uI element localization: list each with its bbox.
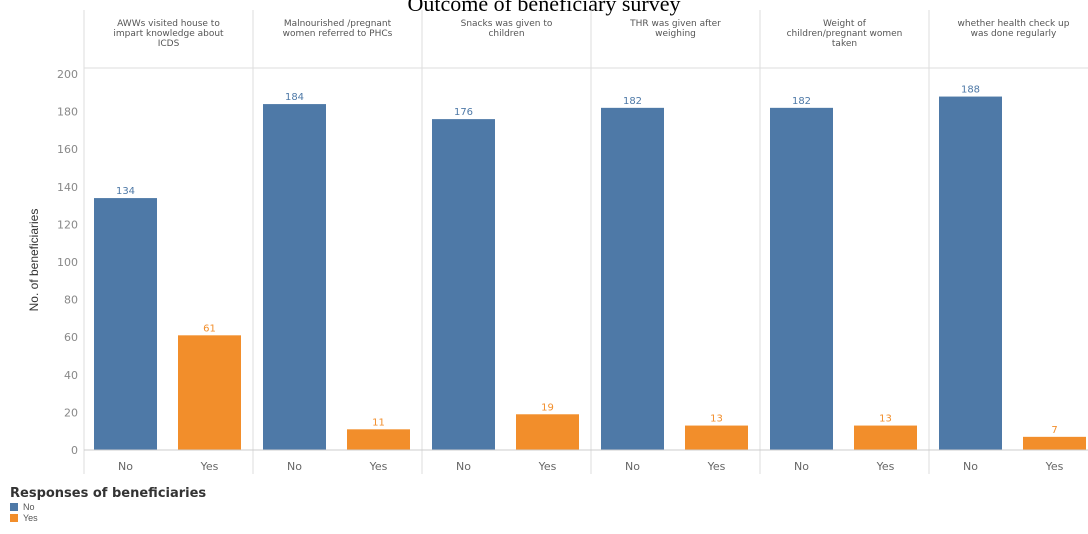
bar-yes bbox=[685, 425, 748, 450]
data-label: 182 bbox=[623, 96, 642, 107]
y-tick-label: 140 bbox=[57, 181, 78, 194]
x-tick-label: Yes bbox=[369, 460, 388, 473]
legend-swatch-no bbox=[10, 502, 18, 511]
legend-title: Responses of beneficiaries bbox=[10, 486, 207, 501]
data-label: 11 bbox=[372, 417, 385, 428]
bar-no bbox=[939, 96, 1002, 450]
y-tick-label: 200 bbox=[57, 68, 78, 81]
panel-header: THR was given after weighing bbox=[629, 19, 721, 39]
data-label: 182 bbox=[792, 96, 811, 107]
bar-no bbox=[770, 107, 833, 450]
data-label: 13 bbox=[710, 414, 723, 425]
panel-header: whether health check up was done regularl… bbox=[958, 19, 1070, 39]
panel-header: Malnourished /pregnant women referred to … bbox=[283, 19, 393, 39]
data-label: 7 bbox=[1051, 425, 1057, 436]
legend-item-no: No bbox=[10, 501, 206, 512]
x-tick-label: No bbox=[794, 460, 809, 473]
bar-no bbox=[94, 198, 157, 450]
y-tick-label: 180 bbox=[57, 106, 78, 119]
chart-title: Outcome of beneficiary survey bbox=[407, 0, 681, 16]
panel-header: AWWs visited house to impart knowledge ab… bbox=[113, 19, 224, 49]
legend-label-yes: Yes bbox=[23, 512, 38, 523]
legend-swatch-yes bbox=[10, 513, 18, 522]
x-tick-label: No bbox=[287, 460, 302, 473]
panel-header: Snacks was given to children bbox=[461, 19, 553, 39]
y-axis-label: No. of beneficiaries bbox=[27, 209, 41, 312]
x-tick-label: Yes bbox=[200, 460, 219, 473]
y-tick-label: 120 bbox=[57, 218, 78, 231]
y-tick-label: 160 bbox=[57, 143, 78, 156]
y-tick-label: 60 bbox=[64, 331, 78, 344]
legend-label-no: No bbox=[23, 501, 35, 512]
bar-yes bbox=[347, 429, 410, 450]
x-tick-label: Yes bbox=[707, 460, 726, 473]
x-tick-label: Yes bbox=[876, 460, 895, 473]
legend: Responses of beneficiaries No Yes bbox=[10, 486, 206, 523]
bar-no bbox=[432, 119, 495, 451]
x-tick-label: No bbox=[118, 460, 133, 473]
bar-chart: No. of beneficiaries 0 20 40 60 80 100 120 140 16… bbox=[27, 10, 1088, 474]
legend-item-yes: Yes bbox=[10, 512, 206, 523]
bar-yes bbox=[178, 335, 241, 450]
x-tick-label: No bbox=[963, 460, 978, 473]
bar-no bbox=[263, 104, 326, 450]
y-tick-label: 100 bbox=[57, 256, 78, 269]
bar-no bbox=[601, 107, 664, 450]
data-label: 188 bbox=[961, 85, 980, 96]
data-label: 176 bbox=[454, 107, 473, 118]
y-tick-label: 80 bbox=[64, 294, 78, 307]
data-label: 61 bbox=[203, 323, 216, 334]
data-label: 13 bbox=[879, 414, 892, 425]
y-tick-label: 40 bbox=[64, 369, 78, 382]
data-label: 184 bbox=[285, 92, 304, 103]
bar-yes bbox=[1023, 436, 1086, 450]
bar-yes bbox=[516, 414, 579, 450]
x-tick-label: No bbox=[456, 460, 471, 473]
data-label: 134 bbox=[116, 186, 135, 197]
x-tick-label: No bbox=[625, 460, 640, 473]
panel-header: Weight of children/pregnant women taken bbox=[787, 19, 903, 49]
y-tick-label: 20 bbox=[64, 406, 78, 419]
data-label: 19 bbox=[541, 402, 554, 413]
x-tick-label: Yes bbox=[538, 460, 557, 473]
bar-yes bbox=[854, 425, 917, 450]
x-tick-label: Yes bbox=[1045, 460, 1064, 473]
y-tick-label: 0 bbox=[71, 444, 78, 457]
